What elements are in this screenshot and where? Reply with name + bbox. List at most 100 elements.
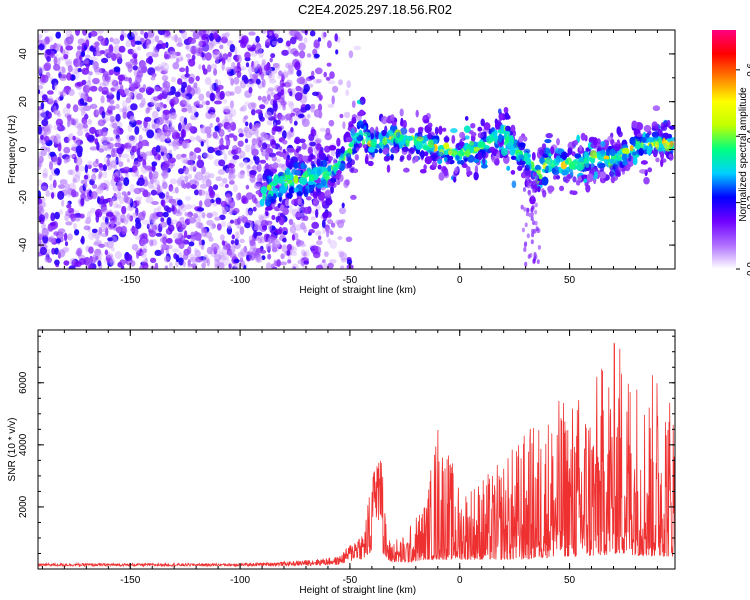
spectrogram-cell	[339, 152, 345, 159]
spectrogram-cell	[205, 52, 212, 61]
spectrogram-cell	[192, 166, 197, 172]
spectrogram-cell	[230, 244, 236, 254]
spectrogram-cell	[169, 262, 173, 267]
spectrogram-cell	[177, 78, 183, 85]
spectrogram-cell	[278, 195, 282, 202]
spectrogram-cell	[469, 140, 475, 146]
spectrogram-cell	[135, 207, 139, 217]
spectrogram-cell	[260, 132, 267, 138]
spectrogram-cell	[136, 253, 140, 259]
spectrogram-cell	[265, 206, 273, 211]
spectrogram-cell	[237, 251, 245, 258]
spectrogram-cell	[244, 222, 251, 229]
spectrogram-xtick-label: 0	[457, 275, 463, 286]
spectrogram-cell	[600, 141, 606, 148]
spectrogram-cell	[150, 257, 157, 263]
spectrogram-cell	[354, 154, 359, 161]
spectrogram-cell	[243, 126, 250, 134]
spectrogram-cell	[615, 155, 622, 161]
spectrogram-cell	[289, 225, 297, 234]
spectrogram-xlabel: Height of straight line (km)	[299, 285, 416, 296]
spectrogram-cell	[159, 87, 164, 93]
spectrogram-cell	[195, 171, 204, 181]
spectrogram-cell	[663, 120, 669, 128]
spectrogram-cell	[148, 223, 154, 229]
spectrogram-cell	[526, 207, 530, 213]
spectrogram-cell	[211, 243, 219, 251]
spectrogram-cell	[381, 130, 387, 137]
colorbar-tick-label: 0.4	[746, 129, 750, 143]
spectrogram-cell	[309, 170, 316, 175]
spectrogram-cell	[198, 64, 202, 70]
spectrogram-cell	[189, 151, 194, 157]
spectrogram-cell	[151, 72, 157, 78]
spectrogram-cell	[268, 31, 273, 37]
spectrogram-cell	[244, 115, 249, 120]
spectrogram-cell	[195, 86, 201, 95]
spectrogram-cell	[272, 162, 279, 169]
spectrogram-cell	[175, 132, 181, 139]
spectrogram-cell	[251, 138, 257, 146]
spectrogram-cell	[265, 211, 269, 217]
spectrogram-cell	[105, 254, 112, 263]
spectrogram-cell	[164, 256, 170, 263]
spectrogram-ytick-label: -40	[18, 237, 29, 252]
spectrogram-cell	[636, 133, 643, 138]
spectrogram-cell	[79, 98, 85, 105]
spectrogram-cell	[155, 145, 161, 153]
spectrogram-cell	[161, 199, 166, 208]
spectrogram-cell	[322, 227, 326, 235]
spectrogram-cell	[202, 152, 210, 158]
spectrogram-cell	[178, 242, 185, 249]
spectrogram-cell	[40, 201, 46, 208]
spectrogram-cell	[70, 117, 75, 125]
spectrogram-cell	[291, 263, 299, 269]
spectrogram-cell	[51, 247, 56, 255]
spectrogram-cell	[447, 150, 453, 156]
spectrogram-cell	[100, 233, 109, 238]
spectrogram-cell	[96, 141, 100, 151]
spectrogram-cell	[253, 164, 257, 172]
spectrogram-cell	[230, 78, 235, 86]
spectrogram-cell	[266, 94, 271, 101]
spectrogram-cell	[38, 198, 43, 205]
spectrogram-cell	[249, 239, 256, 247]
spectrogram-cell	[206, 219, 214, 226]
spectrogram-cell	[206, 133, 212, 139]
spectrogram-cell	[294, 212, 303, 218]
spectrogram-cell	[130, 103, 138, 111]
spectrogram-cell	[298, 42, 306, 51]
spectrogram-cell	[201, 228, 208, 237]
spectrogram-cell	[631, 120, 638, 129]
spectrogram-cell	[241, 105, 247, 112]
spectrogram-cell	[89, 45, 94, 52]
spectrogram-cell	[464, 135, 470, 140]
spectrogram-cell	[169, 178, 178, 185]
spectrogram-cell	[41, 197, 46, 203]
spectrogram-plot	[38, 30, 675, 269]
spectrogram-cell	[224, 115, 228, 122]
spectrogram-cell	[49, 174, 53, 181]
spectrogram-cell	[251, 124, 258, 132]
spectrogram-cell	[243, 77, 249, 84]
spectrogram-cell	[164, 68, 169, 74]
spectrogram-cell	[500, 124, 505, 132]
spectrogram-cell	[120, 176, 125, 182]
snr-ytick-label: 6000	[18, 371, 29, 394]
spectrogram-cell	[181, 81, 188, 89]
spectrogram-cell	[113, 66, 121, 73]
spectrogram-cell	[518, 154, 525, 161]
spectrogram-cell	[201, 175, 207, 185]
spectrogram-cell	[259, 198, 265, 207]
spectrogram-cell	[72, 104, 79, 113]
spectrogram-cell	[41, 144, 47, 152]
spectrogram-cell	[157, 129, 162, 139]
spectrogram-cell	[100, 195, 105, 201]
spectrogram-cell	[115, 204, 122, 209]
spectrogram-cell	[451, 135, 456, 144]
spectrogram-cell	[378, 148, 383, 154]
spectrogram-cell	[92, 103, 97, 110]
spectrogram-cell	[131, 145, 137, 153]
spectrogram-cell	[537, 245, 542, 250]
